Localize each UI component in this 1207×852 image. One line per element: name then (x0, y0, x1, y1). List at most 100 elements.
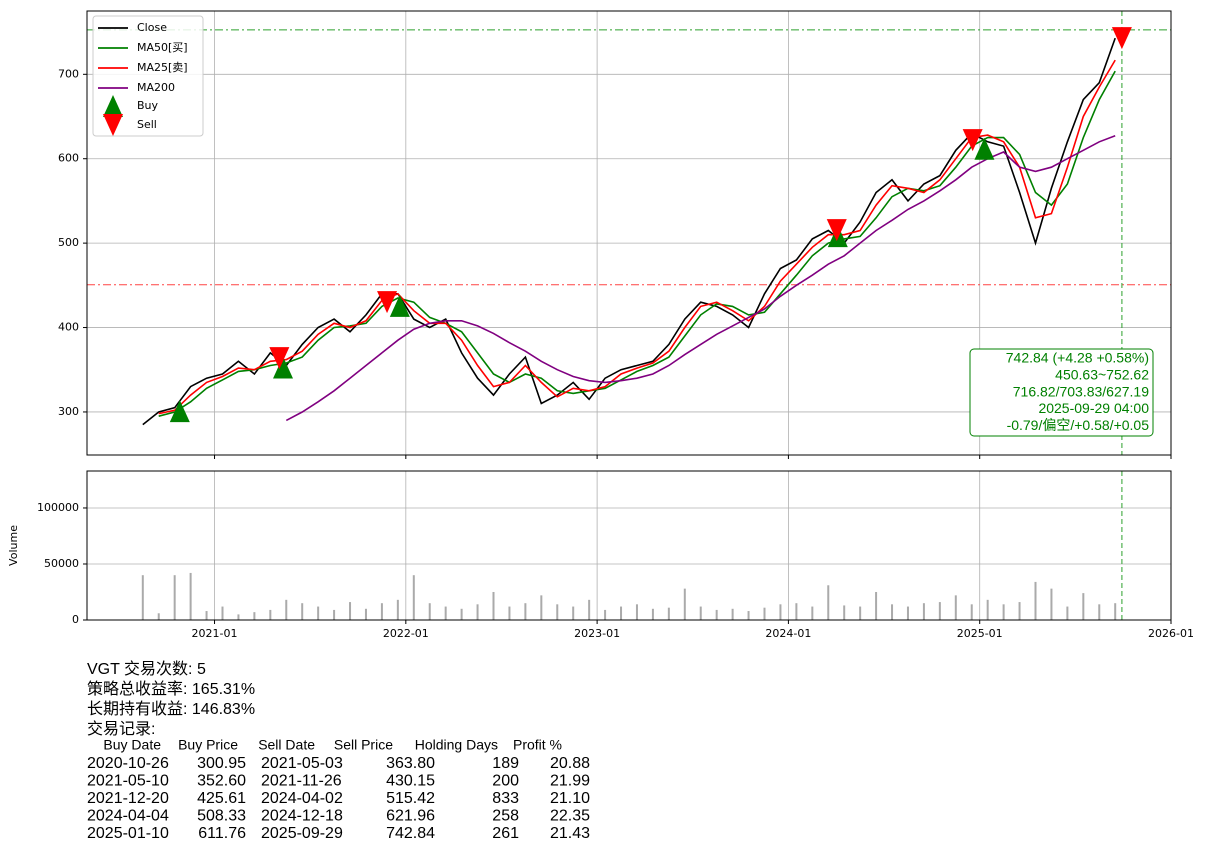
table-cell: 261 (492, 825, 519, 842)
volume-bar (524, 603, 527, 620)
trade-marker (103, 95, 123, 117)
volume-bar (333, 609, 336, 620)
trade-marker (826, 219, 847, 242)
y-tick-label: 100000 (37, 501, 79, 514)
volume-bar (205, 611, 208, 620)
legend-label: Sell (137, 118, 157, 131)
table-header: Profit % (513, 737, 562, 753)
volume-bar (970, 604, 973, 620)
plot-frame (86, 10, 1172, 456)
annotation-text: -0.79/偏空/+0.58/+0.05 (1007, 417, 1150, 433)
report-line: 长期持有收益: 146.83% (87, 700, 255, 718)
volume-bar (237, 614, 240, 620)
trade-marker (273, 356, 294, 379)
volume-bar (444, 606, 447, 620)
volume-bar (906, 606, 909, 620)
price-line (158, 59, 1116, 415)
annotation-text: 742.84 (+4.28 +0.58%) (1006, 350, 1149, 366)
y-tick-label: 0 (72, 613, 79, 626)
volume-bar (221, 606, 224, 620)
volume-bar (1082, 593, 1085, 620)
volume-bar (157, 613, 160, 620)
volume-bar (922, 603, 925, 620)
table-cell: 300.95 (197, 755, 246, 772)
x-tick-label: 2026-01 (1148, 627, 1194, 640)
table-cell: 2024-12-18 (261, 808, 343, 825)
volume-bar (572, 606, 575, 620)
volume-bar (715, 609, 718, 620)
trade-marker (377, 291, 398, 314)
table-cell: 833 (492, 790, 519, 807)
report-line: 交易记录: (87, 720, 155, 738)
volume-bar (396, 599, 399, 620)
x-tick-label: 2021-01 (192, 627, 238, 640)
table-header: Sell Price (334, 737, 393, 753)
trade-marker (974, 137, 995, 160)
trade-marker (1111, 27, 1132, 50)
volume-bar (1066, 606, 1069, 620)
volume-bar (380, 603, 383, 620)
volume-bar (253, 612, 256, 620)
table-cell: 21.10 (550, 790, 590, 807)
volume-bar (1034, 581, 1037, 620)
table-header: Holding Days (415, 737, 498, 753)
table-cell: 515.42 (386, 790, 435, 807)
volume-bar (1114, 603, 1117, 620)
table-cell: 2021-05-03 (261, 755, 343, 772)
trade-marker (389, 294, 410, 317)
price-line (142, 37, 1116, 426)
volume-bar (843, 605, 846, 620)
table-cell: 425.61 (197, 790, 246, 807)
trade-marker (169, 400, 190, 423)
volume-bar (635, 604, 638, 620)
volume-bar (683, 588, 686, 620)
volume-bar (189, 572, 192, 620)
table-cell: 363.80 (386, 755, 435, 772)
table-cell: 352.60 (197, 773, 246, 790)
table-cell: 2021-05-10 (87, 773, 169, 790)
volume-bar (285, 599, 288, 620)
table-cell: 430.15 (386, 773, 435, 790)
annotation-text: 450.63~752.62 (1055, 367, 1149, 383)
volume-bar (1002, 604, 1005, 620)
table-header: Buy Date (103, 737, 161, 753)
volume-bar (428, 603, 431, 620)
volume-bar (588, 599, 591, 620)
report-line: VGT 交易次数: 5 (87, 660, 206, 678)
plot-frame (86, 470, 1172, 621)
volume-bar (827, 585, 830, 620)
y-tick-label: 300 (58, 405, 79, 418)
volume-bar (604, 609, 607, 620)
volume-bar (349, 602, 352, 620)
y-tick-label: 600 (58, 152, 79, 165)
volume-bar (173, 575, 176, 620)
volume-bar (667, 607, 670, 620)
table-cell: 742.84 (386, 825, 435, 842)
report-line: 策略总收益率: 165.31% (87, 680, 255, 698)
annotation-text: 2025-09-29 04:00 (1038, 400, 1149, 416)
table-cell: 258 (492, 808, 519, 825)
volume-bar (1018, 602, 1021, 620)
x-tick-label: 2023-01 (574, 627, 620, 640)
volume-bar (460, 608, 463, 620)
table-cell: 2025-09-29 (261, 825, 343, 842)
volume-bar (731, 608, 734, 620)
table-cell: 2025-01-10 (87, 825, 169, 842)
legend-label: MA25[卖] (137, 61, 188, 74)
trade-marker (103, 114, 123, 136)
volume-bar (492, 591, 495, 620)
volume-bar (938, 602, 941, 620)
table-cell: 2021-12-20 (87, 790, 169, 807)
volume-bar (301, 603, 304, 620)
legend-label: Close (137, 21, 167, 34)
table-cell: 21.43 (550, 825, 590, 842)
volume-bar (540, 595, 543, 620)
volume-bar (412, 575, 415, 620)
volume-bar (1050, 588, 1053, 620)
volume-bar (986, 599, 989, 620)
volume-bar (954, 595, 957, 620)
annotation-text: 716.82/703.83/627.19 (1013, 383, 1149, 399)
table-cell: 621.96 (386, 808, 435, 825)
